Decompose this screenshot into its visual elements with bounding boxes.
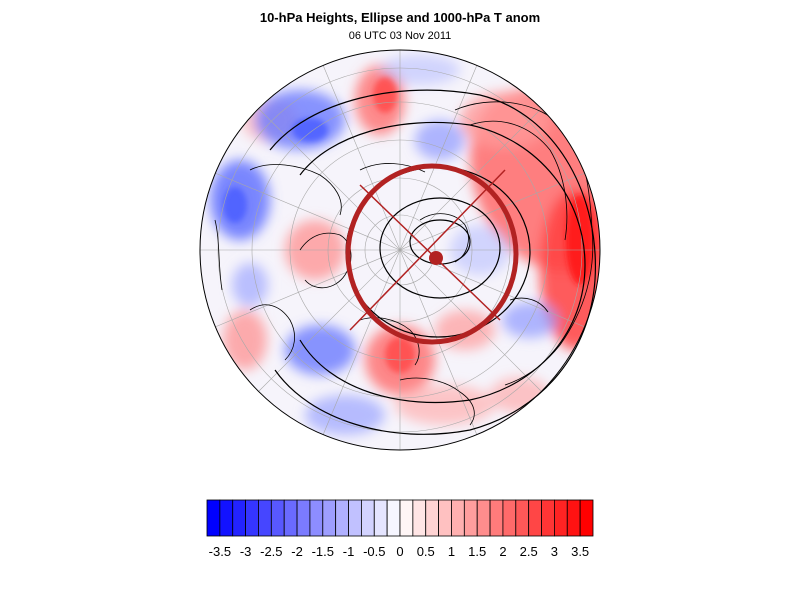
colorbar-tick-label: -3 (240, 544, 252, 559)
polar-map (199, 49, 601, 451)
colorbar-tick-label: 0 (396, 544, 403, 559)
plot-subtitle: 06 UTC 03 Nov 2011 (348, 30, 452, 42)
colorbar-swatch (270, 499, 285, 537)
colorbar-tick-label: 2.5 (520, 544, 538, 559)
colorbar-swatch (515, 499, 530, 537)
colorbar-swatch (489, 499, 504, 537)
colorbar-tick-label: 3.5 (571, 544, 589, 559)
plot-title: 10-hPa Heights, Ellipse and 1000-hPa T a… (259, 10, 541, 25)
colorbar-swatch (502, 499, 517, 537)
colorbar-tick-label: 2 (499, 544, 506, 559)
colorbar-tick-label: -2.5 (260, 544, 282, 559)
colorbar-swatch (451, 499, 465, 537)
colorbar-swatch (283, 499, 298, 537)
colorbar-tick-label: -1 (343, 544, 355, 559)
colorbar-tick-labels: -3.5 -3 -2.5 -2 -1.5 -1 -0.5 0 0.5 1 1.5 2 2.5 3 3.5 (209, 544, 590, 559)
colorbar-swatch (219, 499, 234, 537)
colorbar-swatch (579, 499, 594, 537)
colorbar-tick-label: 3 (551, 544, 558, 559)
vortex-ellipse (345, 163, 519, 345)
colorbar-swatch (476, 499, 491, 537)
colorbar-tick-label: 1.5 (468, 544, 486, 559)
colorbar-swatch (348, 499, 362, 537)
colorbar-swatch (258, 499, 272, 537)
colorbar-swatch (541, 499, 555, 537)
colorbar-swatch (425, 499, 440, 537)
colorbar-swatch (528, 499, 542, 537)
colorbar-swatch (438, 499, 452, 537)
colorbar-swatch (373, 499, 388, 537)
vortex-centroid (429, 251, 443, 265)
colorbar-swatch (463, 499, 478, 537)
colorbar-tick-label: 0.5 (417, 544, 435, 559)
colorbar-swatches (206, 499, 594, 537)
height-contours (269, 89, 597, 435)
colorbar-swatch (566, 499, 581, 537)
colorbar-swatch (386, 499, 401, 537)
colorbar-swatch (399, 499, 414, 537)
colorbar-swatch (554, 499, 568, 537)
colorbar-swatch (335, 499, 349, 537)
colorbar-tick-label: -1.5 (312, 544, 334, 559)
colorbar-swatch (296, 499, 311, 537)
colorbar-swatch (360, 499, 375, 537)
colorbar-swatch (245, 499, 259, 537)
colorbar-tick-label: 1 (448, 544, 455, 559)
colorbar-tick-label: -3.5 (209, 544, 231, 559)
colorbar-swatch (206, 499, 221, 537)
colorbar-swatch (232, 499, 247, 537)
colorbar-swatch (412, 499, 427, 537)
colorbar-tick-label: -2 (291, 544, 303, 559)
globe-outline (199, 49, 601, 451)
colorbar-tick-label: -0.5 (363, 544, 385, 559)
graticule (200, 50, 600, 450)
colorbar-swatch (322, 499, 337, 537)
colorbar-swatch (309, 499, 324, 537)
